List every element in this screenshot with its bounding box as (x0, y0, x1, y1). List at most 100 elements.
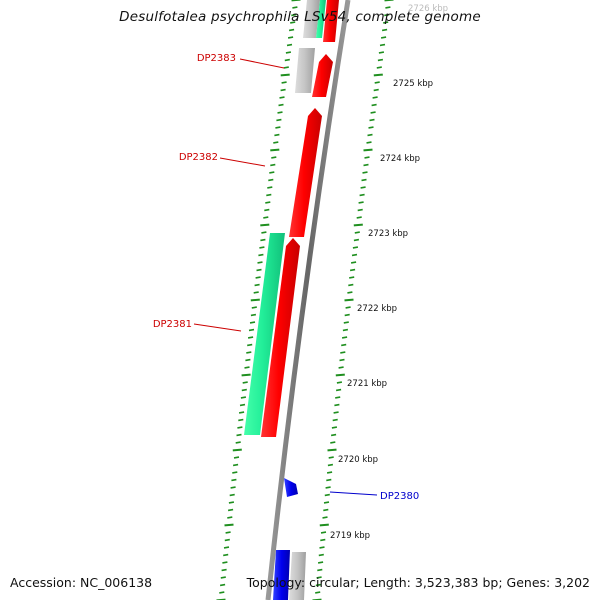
scale-label-2719: 2719 kbp (330, 531, 370, 541)
major-tick (270, 148, 280, 152)
major-tick (373, 73, 383, 77)
gene-blue-bottom (273, 550, 290, 600)
scale-label-2726: 2726 kbp (408, 4, 448, 14)
leader-dp2383 (239, 58, 285, 69)
minor-tick (350, 261, 357, 264)
minor-tick (326, 478, 332, 482)
minor-tick (371, 103, 377, 107)
gene-labels: DP2383 DP2382 DP2381 DP2380 (153, 53, 419, 502)
minor-tick (378, 51, 385, 54)
minor-tick (232, 471, 238, 474)
minor-tick (361, 178, 367, 182)
major-tick (344, 298, 354, 302)
gene-red-top (323, 0, 339, 42)
minor-tick (285, 51, 292, 54)
minor-tick (223, 553, 229, 557)
minor-tick (267, 186, 273, 189)
minor-tick (240, 396, 247, 399)
minor-tick (348, 283, 354, 287)
major-tick (353, 223, 363, 227)
minor-tick (347, 291, 353, 294)
gene-features (244, 0, 339, 600)
minor-tick (345, 306, 351, 309)
minor-tick (249, 321, 256, 324)
minor-tick (232, 463, 239, 467)
minor-tick (374, 81, 380, 84)
minor-tick (283, 66, 289, 69)
minor-tick (334, 403, 340, 407)
minor-tick (317, 568, 323, 572)
minor-tick (257, 261, 263, 264)
minor-tick (323, 508, 329, 512)
minor-tick (385, 6, 391, 9)
minor-tick (250, 313, 257, 317)
minor-tick (319, 546, 325, 549)
minor-tick (344, 313, 350, 317)
minor-tick (224, 538, 230, 542)
major-tick (319, 523, 329, 527)
minor-tick (246, 351, 252, 354)
minor-tick (354, 231, 360, 234)
outer-scale-track (312, 0, 394, 600)
minor-tick (339, 358, 345, 362)
minor-tick (276, 118, 282, 122)
minor-tick (326, 471, 333, 474)
minor-tick (233, 456, 240, 459)
minor-tick (261, 231, 267, 234)
minor-tick (286, 43, 293, 47)
minor-tick (364, 156, 370, 159)
minor-tick (383, 21, 389, 24)
minor-tick (255, 276, 261, 279)
minor-tick (356, 216, 362, 219)
minor-tick (219, 583, 226, 587)
minor-tick (270, 163, 276, 167)
minor-tick (340, 351, 346, 354)
gene-green-dp2381 (244, 233, 285, 435)
minor-tick (341, 336, 348, 339)
minor-tick (238, 418, 244, 422)
major-tick (224, 523, 234, 527)
accession-text: Accession: NC_006138 (10, 575, 153, 590)
minor-tick (342, 328, 349, 332)
minor-tick (290, 21, 296, 24)
minor-tick (266, 193, 272, 197)
minor-tick (239, 403, 246, 407)
minor-tick (384, 13, 390, 17)
minor-tick (327, 463, 334, 467)
inner-scale-track (216, 0, 301, 600)
minor-tick (271, 156, 277, 159)
minor-tick (372, 96, 378, 99)
minor-tick (367, 133, 373, 137)
minor-tick (259, 246, 265, 249)
minor-tick (225, 531, 231, 534)
major-tick (241, 373, 251, 377)
genome-summary-text: Topology: circular; Length: 3,523,383 bp… (246, 575, 590, 590)
minor-tick (318, 553, 324, 557)
minor-tick (315, 583, 322, 587)
minor-tick (317, 561, 324, 564)
minor-tick (263, 216, 269, 219)
minor-tick (373, 88, 379, 92)
scale-label-2720: 2720 kbp (338, 455, 378, 465)
minor-tick (251, 306, 257, 309)
gene-gray-bottom (289, 552, 306, 600)
minor-tick (241, 388, 247, 392)
scale-label-2723: 2723 kbp (368, 229, 408, 239)
minor-tick (274, 133, 280, 137)
minor-tick (368, 126, 374, 129)
minor-tick (358, 201, 364, 204)
scale-label-2725: 2725 kbp (393, 79, 433, 89)
minor-tick (284, 58, 290, 62)
minor-tick (264, 208, 270, 212)
minor-tick (351, 253, 358, 257)
gene-label-dp2383: DP2383 (197, 53, 236, 64)
minor-tick (219, 591, 225, 594)
minor-tick (380, 36, 387, 39)
gene-red-dp2382 (289, 108, 322, 237)
gene-red-dp2383 (312, 54, 333, 97)
gene-green-top (316, 0, 326, 38)
minor-tick (258, 253, 264, 257)
minor-tick (335, 388, 342, 392)
minor-tick (379, 43, 386, 47)
minor-tick (227, 516, 233, 519)
